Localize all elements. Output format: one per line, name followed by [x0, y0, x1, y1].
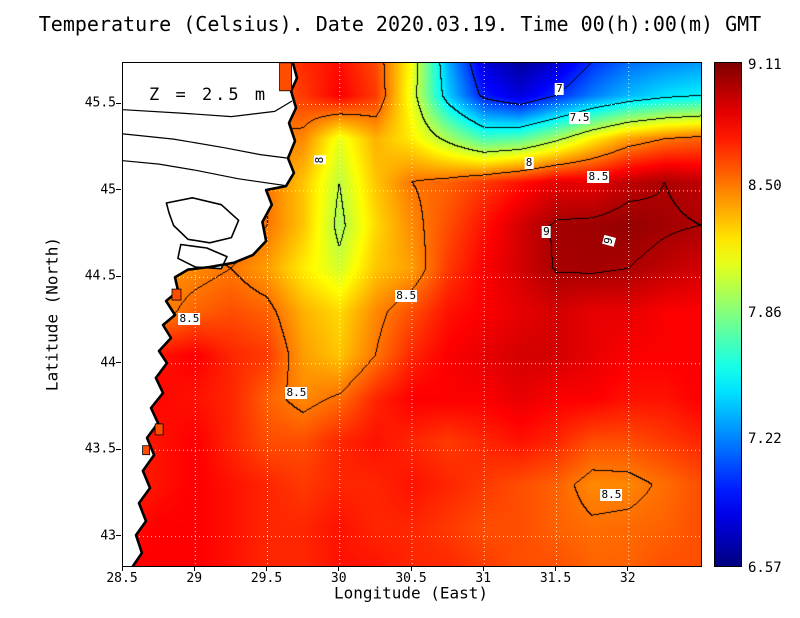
contour-label: 8.5 — [587, 170, 610, 184]
y-tick-label: 44 — [100, 355, 116, 371]
page-title: Temperature (Celsius). Date 2020.03.19. … — [38, 12, 762, 36]
y-tick-mark — [116, 535, 121, 537]
contour-label: 8 — [312, 155, 326, 165]
river-arm — [123, 133, 288, 159]
river-arm — [123, 100, 293, 118]
x-tick-label: 31.5 — [539, 571, 572, 586]
x-tick-label: 29.5 — [250, 571, 283, 586]
lake-outline — [177, 243, 228, 270]
inlet-marker — [279, 63, 293, 92]
y-tick-label: 43 — [100, 528, 116, 544]
river-arm — [123, 160, 287, 187]
inlet-marker — [142, 445, 151, 456]
x-tick-label: 30 — [330, 571, 347, 586]
contour-label: 8.5 — [395, 289, 418, 303]
contour-label: 7.5 — [568, 111, 591, 125]
colorbar-tick-label: 8.50 — [748, 177, 782, 194]
colorbar-tick-label: 6.57 — [748, 560, 782, 576]
x-axis-label: Longitude (East) — [333, 583, 489, 603]
map-overlay — [123, 63, 701, 566]
inlet-marker — [171, 288, 182, 301]
x-tick-label: 32 — [619, 571, 636, 586]
x-tick-mark — [410, 566, 412, 571]
x-tick-mark — [555, 566, 556, 571]
land-area — [123, 63, 297, 566]
y-tick-label: 45 — [100, 182, 116, 198]
x-tick-mark — [121, 566, 123, 571]
y-tick-label: 44.5 — [84, 268, 116, 284]
contour-label: 8.5 — [285, 386, 308, 400]
y-tick-label: 43.5 — [84, 441, 116, 457]
colorbar-tick-label: 7.22 — [748, 431, 782, 448]
colorbar-tick-label: 9.11 — [748, 57, 782, 73]
contour-label: 8.5 — [600, 488, 623, 502]
lake-outline — [165, 197, 240, 244]
y-tick-mark — [116, 102, 121, 104]
contour-label: 7 — [555, 81, 564, 95]
inlet-marker — [154, 423, 164, 436]
colorbar — [714, 62, 742, 567]
contour-label: 8.5 — [178, 311, 201, 325]
x-tick-label: 30.5 — [395, 571, 427, 586]
x-tick-mark — [627, 566, 629, 571]
y-tick-mark — [116, 275, 121, 277]
x-tick-label: 31 — [475, 571, 492, 586]
colorbar-tick-label: 7.86 — [748, 304, 782, 321]
y-tick-label: 45.5 — [84, 95, 116, 111]
contour-label: 9 — [542, 225, 551, 239]
y-tick-mark — [116, 448, 121, 450]
y-tick-mark — [116, 362, 121, 364]
x-tick-mark — [266, 566, 267, 571]
map-plot-area: Z = 2.5 m 7 7.5 8 8 8.5 9 9 8.5 8.5 8.5 8.5 — [122, 62, 702, 567]
y-tick-mark — [116, 189, 121, 191]
depth-annotation: Z = 2.5 m — [149, 85, 269, 105]
x-tick-mark — [193, 566, 195, 571]
x-tick-label: 28.5 — [106, 571, 138, 586]
x-tick-label: 29 — [186, 571, 203, 586]
y-axis-label: Latitude (North) — [42, 236, 62, 392]
x-tick-mark — [338, 566, 340, 571]
x-tick-mark — [482, 566, 484, 571]
contour-label: 8 — [524, 156, 534, 170]
